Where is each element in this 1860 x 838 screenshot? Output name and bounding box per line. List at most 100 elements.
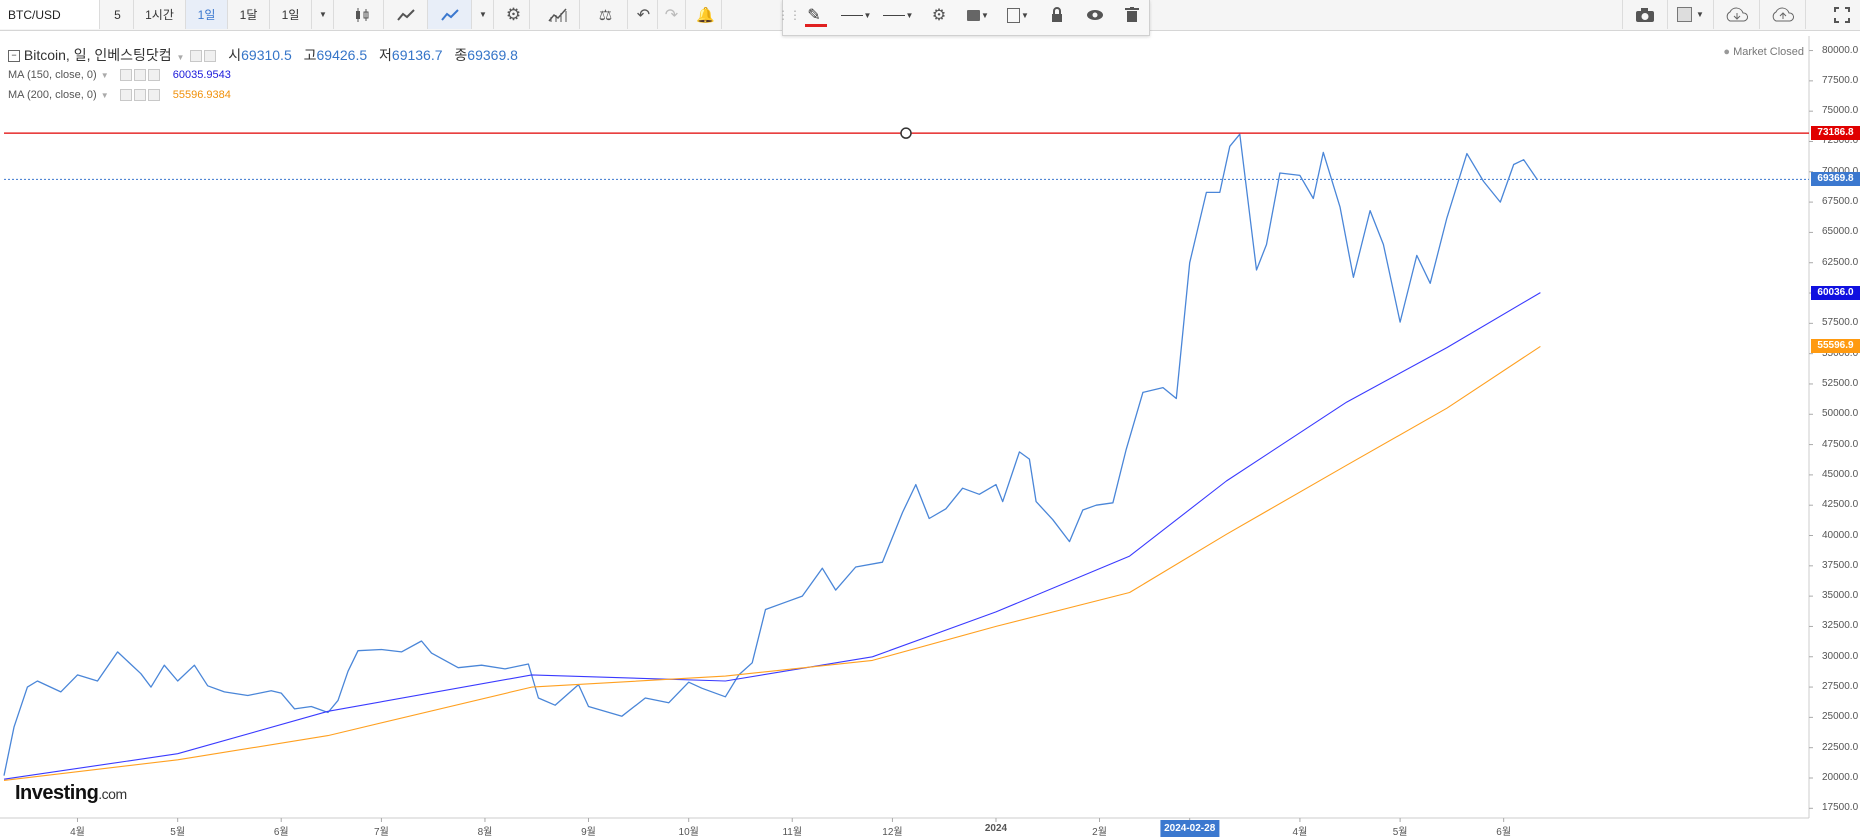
low-value: 69136.7: [391, 47, 443, 63]
cloud-download-icon: [1726, 7, 1748, 21]
interval-1d[interactable]: 1일: [186, 0, 228, 29]
drawing-toolbar: ⋮⋮ ✎ ▼ ▼ ⚙ ▼ ▼: [777, 0, 1150, 36]
alert-button[interactable]: 🔔: [690, 0, 722, 29]
y-tick-label: 62500.0: [1822, 256, 1859, 268]
clone-button[interactable]: ▼: [999, 0, 1037, 30]
candlestick-icon: [355, 7, 368, 22]
caret-down-icon: ▼: [319, 10, 327, 19]
pencil-color-button[interactable]: ✎: [797, 0, 831, 30]
y-tick-label: 40000.0: [1822, 529, 1859, 541]
undo-icon: ↶: [636, 6, 651, 24]
redo-button[interactable]: ↷: [658, 0, 686, 29]
y-tick-label: 20000.0: [1822, 771, 1859, 783]
ma150-value: 60035.9543: [172, 69, 231, 81]
fullscreen-icon: [1834, 6, 1850, 23]
y-tick-label: 75000.0: [1822, 105, 1859, 117]
gear-icon: ⚙: [931, 7, 947, 24]
x-tick-label: 6월: [273, 827, 289, 838]
drag-handle-icon[interactable]: ⋮⋮: [777, 8, 801, 22]
low-label: 저: [379, 47, 392, 63]
brand-name: Investing: [15, 782, 99, 804]
indicators-icon: [547, 8, 567, 22]
line-anchor-handle[interactable]: [900, 127, 912, 139]
delete-button[interactable]: [1115, 0, 1149, 30]
line-chart-icon: [440, 8, 459, 21]
line-style-button[interactable]: ▼: [835, 0, 877, 30]
layout-button[interactable]: ▼: [1668, 0, 1714, 29]
ma200-label: MA (200, close, 0): [8, 89, 97, 101]
market-status: ● Market Closed: [1723, 46, 1804, 58]
symbol-input[interactable]: [0, 0, 100, 29]
x-tick-label: 9월: [581, 827, 596, 838]
visibility-toggle-icon[interactable]: [190, 50, 203, 63]
high-label: 고: [303, 47, 317, 63]
settings-toggle-icon[interactable]: [133, 69, 146, 82]
undo-button[interactable]: ↶: [630, 0, 658, 29]
copy-icon: [1007, 7, 1021, 23]
visibility-toggle-icon[interactable]: [119, 69, 132, 82]
chart-type-dropdown[interactable]: ▼: [472, 0, 494, 29]
caret-down-icon[interactable]: ▼: [100, 91, 109, 100]
caret-down-icon: ▼: [479, 10, 487, 19]
layers-icon: [967, 9, 981, 21]
line-width-icon: [882, 14, 905, 16]
scale-icon: ⚖: [598, 6, 613, 24]
snapshot-button[interactable]: [1622, 0, 1668, 29]
line-width-button[interactable]: ▼: [877, 0, 919, 30]
interval-1d-alt[interactable]: 1일: [270, 0, 312, 29]
fill-button[interactable]: ▼: [959, 0, 997, 30]
visibility-toggle-icon[interactable]: [119, 89, 132, 102]
close-value: 69369.8: [467, 47, 518, 63]
interval-1h[interactable]: 1시간: [134, 0, 186, 29]
y-tick-label: 80000.0: [1822, 44, 1859, 56]
caret-down-icon: ▼: [981, 10, 989, 20]
close-icon[interactable]: [147, 69, 160, 82]
eye-icon: [1087, 10, 1103, 20]
cloud-download-button[interactable]: [1714, 0, 1760, 29]
drawing-settings-button[interactable]: ⚙: [923, 0, 955, 30]
y-tick-label: 42500.0: [1822, 499, 1859, 511]
visibility-button[interactable]: [1077, 0, 1113, 30]
brand-suffix: .com: [98, 786, 127, 802]
instrument-name: Bitcoin, 일, 인베스팅닷컴: [23, 47, 172, 63]
instrument-legend: − Bitcoin, 일, 인베스팅닷컴 ▼ 시69310.5 고69426.5…: [8, 45, 518, 65]
interval-1mo[interactable]: 1달: [228, 0, 270, 29]
ma200-series-line: [3, 345, 1541, 781]
ma150-legend: MA (150, close, 0) ▼ 60035.9543: [8, 69, 231, 82]
collapse-legend-icon[interactable]: −: [8, 50, 20, 63]
interval-5m[interactable]: 5: [102, 0, 134, 29]
x-tick-label: 12월: [882, 827, 903, 838]
close-icon[interactable]: [147, 89, 160, 102]
lock-button[interactable]: [1039, 0, 1075, 30]
open-label: 시: [228, 47, 242, 63]
settings-toggle-icon[interactable]: [133, 89, 146, 102]
caret-down-icon: ▼: [1696, 10, 1704, 19]
y-tick-label: 32500.0: [1822, 620, 1859, 632]
x-tick-label: 10월: [678, 827, 699, 838]
compare-button[interactable]: ⚖: [584, 0, 628, 29]
trash-icon: [1125, 7, 1139, 22]
indicators-button[interactable]: [536, 0, 580, 29]
line-chart-button[interactable]: [428, 0, 472, 29]
x-tick-label: 5월: [170, 827, 186, 838]
redo-icon: ↷: [664, 6, 679, 24]
y-tick-label: 30000.0: [1822, 650, 1859, 662]
caret-down-icon[interactable]: ▼: [100, 71, 109, 80]
interval-dropdown[interactable]: ▼: [312, 0, 334, 29]
status-dot-icon: ●: [1723, 46, 1731, 58]
ma200-value: 55596.9384: [172, 89, 231, 101]
cloud-upload-button[interactable]: [1760, 0, 1806, 29]
settings-toggle-icon[interactable]: [204, 50, 217, 63]
y-tick-label: 67500.0: [1822, 196, 1859, 208]
fullscreen-button[interactable]: [1824, 0, 1860, 29]
caret-down-icon: ▼: [863, 10, 872, 20]
x-tick-label: 6월: [1496, 827, 1512, 838]
investing-logo: Investing.com: [15, 782, 127, 805]
bell-icon: 🔔: [696, 6, 715, 24]
settings-button[interactable]: ⚙: [498, 0, 530, 29]
candlestick-button[interactable]: [340, 0, 384, 29]
caret-down-icon[interactable]: ▼: [176, 53, 185, 62]
area-chart-button[interactable]: [384, 0, 428, 29]
last-price-badge: 69369.8: [1811, 172, 1860, 187]
